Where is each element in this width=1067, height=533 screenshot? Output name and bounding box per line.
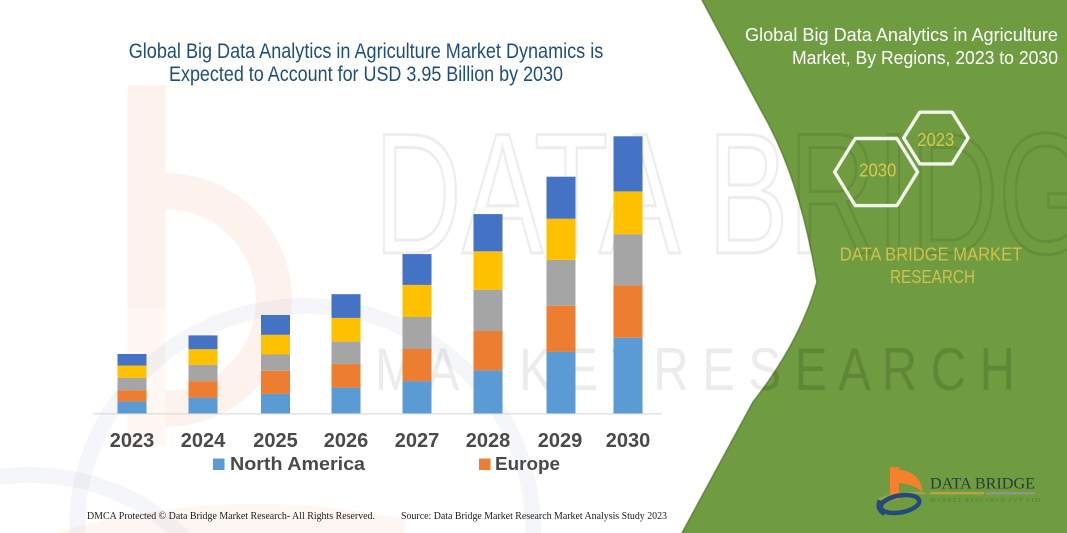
svg-text:Global Big Data Analytics in A: Global Big Data Analytics in Agriculture… — [129, 40, 604, 63]
svg-text:2027: 2027 — [395, 430, 440, 452]
svg-text:2023: 2023 — [917, 130, 954, 150]
svg-text:Expected to Account for USD 3.: Expected to Account for USD 3.95 Billion… — [169, 63, 563, 86]
svg-text:Market, By Regions, 2023 to 20: Market, By Regions, 2023 to 2030 — [792, 48, 1058, 68]
svg-text:2028: 2028 — [466, 430, 511, 452]
svg-text:2030: 2030 — [606, 430, 651, 452]
svg-text:2026: 2026 — [324, 430, 369, 452]
svg-text:Europe: Europe — [495, 453, 560, 474]
svg-text:2024: 2024 — [181, 430, 226, 452]
svg-text:Global Big Data Analytics in A: Global Big Data Analytics in Agriculture — [745, 25, 1058, 45]
svg-text:North America: North America — [230, 453, 366, 474]
svg-text:RESEARCH: RESEARCH — [890, 266, 975, 287]
svg-text:MARKET RESEARCH PVT LTD: MARKET RESEARCH PVT LTD — [930, 498, 1041, 504]
svg-text:2029: 2029 — [538, 430, 583, 452]
svg-text:DATA BRIDGE MARKET: DATA BRIDGE MARKET — [840, 244, 1023, 265]
svg-text:Source: Data Bridge Market Res: Source: Data Bridge Market Research Mark… — [401, 510, 667, 522]
svg-text:DATA BRIDGE: DATA BRIDGE — [930, 476, 1035, 493]
svg-text:2023: 2023 — [110, 430, 155, 452]
svg-text:2025: 2025 — [253, 430, 298, 452]
svg-text:2030: 2030 — [859, 161, 896, 181]
svg-text:DMCA Protected © Data Bridge M: DMCA Protected © Data Bridge Market Rese… — [87, 510, 375, 522]
